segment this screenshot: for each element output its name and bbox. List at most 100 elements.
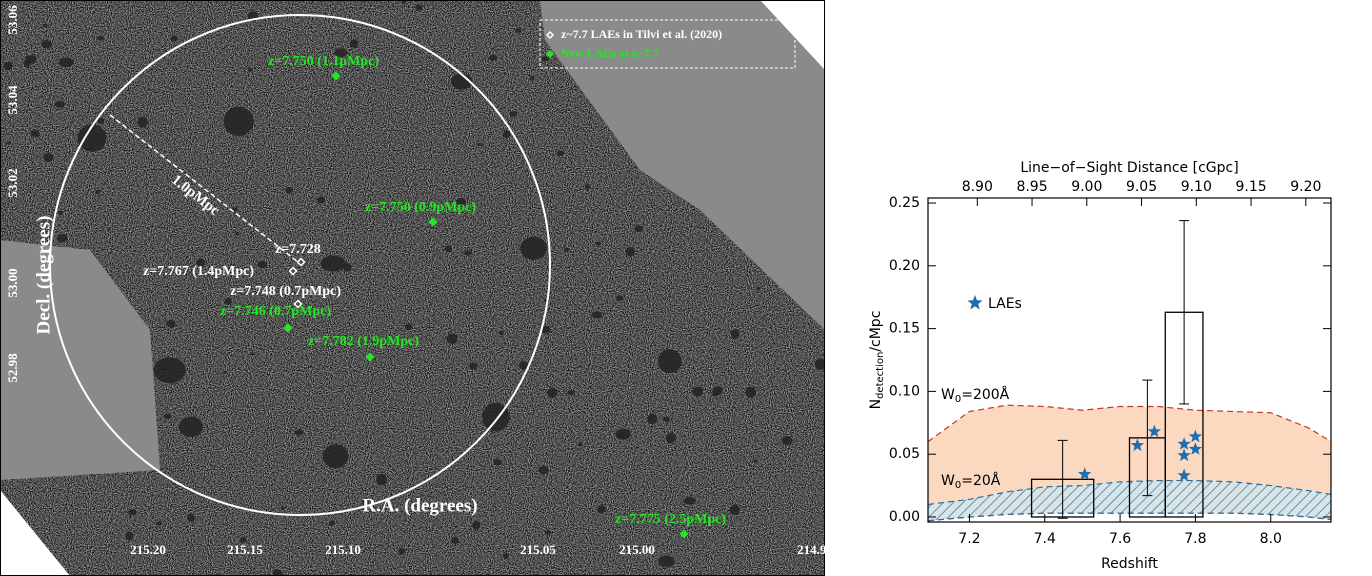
galaxy [493, 459, 502, 465]
galaxy [164, 414, 171, 419]
source-label: z=7.775 (2.5pMpc) [615, 512, 726, 527]
x2-tick-label: 9.00 [1071, 179, 1102, 195]
galaxy [6, 141, 11, 144]
galaxy [156, 522, 162, 526]
galaxy [666, 433, 676, 443]
galaxy [317, 197, 325, 204]
galaxy [658, 349, 682, 373]
x-tick-label: 215.15 [227, 542, 263, 557]
galaxy [3, 62, 12, 70]
galaxy [58, 211, 63, 215]
galaxy [658, 556, 675, 567]
x2-axis-label: Line−of−Sight Distance [cGpc] [1020, 160, 1238, 176]
x-tick-label: 8.0 [1260, 531, 1282, 547]
galaxy [350, 39, 358, 47]
galaxy [128, 509, 137, 515]
galaxy [323, 444, 349, 468]
x-tick-label: 7.4 [1034, 531, 1056, 547]
galaxy [138, 117, 148, 128]
galaxy [578, 443, 583, 447]
y-tick-label: 0.00 [889, 509, 920, 525]
y-tick-label: 0.15 [889, 321, 920, 337]
galaxy [43, 153, 53, 162]
x-axis-label: R.A. (degrees) [362, 495, 477, 516]
galaxy [515, 28, 521, 33]
galaxy [97, 36, 104, 40]
x-tick-label: 215.00 [619, 542, 655, 557]
band-label: W0=20Å [941, 472, 1001, 491]
galaxy [445, 246, 452, 252]
galaxy [489, 55, 498, 61]
y-tick-label: 52.96 [5, 515, 20, 545]
legend-label: LAEs [988, 296, 1022, 312]
galaxy [503, 553, 509, 559]
galaxy [329, 520, 335, 526]
galaxy [107, 228, 110, 230]
legend-label: New LAEs at z~7.7 [561, 46, 659, 60]
y-tick-label: 53.00 [5, 268, 20, 297]
galaxy [416, 5, 423, 11]
galaxy [294, 430, 303, 436]
galaxy [545, 530, 551, 535]
galaxy [223, 371, 227, 374]
x2-tick-label: 9.20 [1290, 179, 1321, 195]
galaxy [187, 514, 195, 522]
galaxy [567, 390, 575, 395]
galaxy [281, 507, 285, 510]
galaxy [557, 151, 565, 156]
legend-label: z~7.7 LAEs in Tilvi et al. (2020) [561, 27, 722, 41]
x-tick-label: 214.95 [797, 542, 833, 557]
galaxy [251, 353, 255, 356]
x2-tick-label: 8.95 [1016, 179, 1047, 195]
galaxy [815, 359, 826, 370]
band-label: W0=200Å [941, 386, 1010, 405]
galaxy [405, 323, 412, 330]
source-label: z=7.767 (1.4pMpc) [143, 264, 254, 279]
y-tick-label: 0.25 [889, 195, 920, 211]
galaxy [451, 537, 459, 544]
x-tick-label: 7.6 [1109, 531, 1131, 547]
galaxy [615, 429, 630, 440]
source-label: z=7.728 [275, 242, 321, 257]
galaxy [597, 505, 605, 513]
y-axis-label: Decl. (degrees) [33, 216, 54, 335]
figure: 1.0pMpc R.A. (degrees) Decl. (degrees) z… [0, 0, 1372, 576]
galaxy [746, 387, 756, 398]
galaxy [510, 111, 518, 116]
galaxy [179, 417, 203, 438]
source-label: z=7.782 (1.9pMpc) [308, 334, 419, 349]
y-axis-label: Ndetection/cMpc [868, 311, 886, 410]
galaxy [154, 357, 186, 383]
galaxy [757, 287, 761, 291]
galaxy [520, 237, 547, 260]
galaxy [626, 247, 635, 256]
galaxy [41, 40, 52, 48]
x-tick-label: 215.05 [520, 542, 556, 557]
galaxy [730, 505, 740, 516]
galaxy [95, 190, 100, 194]
galaxy [57, 234, 68, 242]
y-tick-label: 52.98 [5, 353, 20, 383]
galaxy [472, 521, 480, 530]
x2-tick-label: 9.05 [1126, 179, 1157, 195]
x-tick-label: 215.10 [325, 542, 361, 557]
galaxy [235, 232, 239, 236]
galaxy [399, 548, 406, 555]
y-tick-label: 0.05 [889, 446, 920, 462]
y-tick-label: 53.02 [5, 168, 20, 197]
x2-tick-label: 8.90 [962, 179, 993, 195]
galaxy [564, 248, 569, 252]
galaxy [683, 497, 695, 504]
galaxy [530, 76, 535, 80]
galaxy [503, 131, 510, 139]
galaxy [78, 125, 107, 152]
y-tick-label: 53.06 [5, 5, 20, 35]
x-axis-label: Redshift [1101, 556, 1158, 572]
galaxy [30, 130, 40, 137]
y-tick-label: 0.20 [889, 258, 920, 274]
x-tick-label: 7.2 [958, 531, 980, 547]
x-tick-label: 7.8 [1184, 531, 1206, 547]
galaxy [464, 251, 472, 256]
galaxy [541, 56, 548, 61]
galaxy [258, 261, 268, 268]
